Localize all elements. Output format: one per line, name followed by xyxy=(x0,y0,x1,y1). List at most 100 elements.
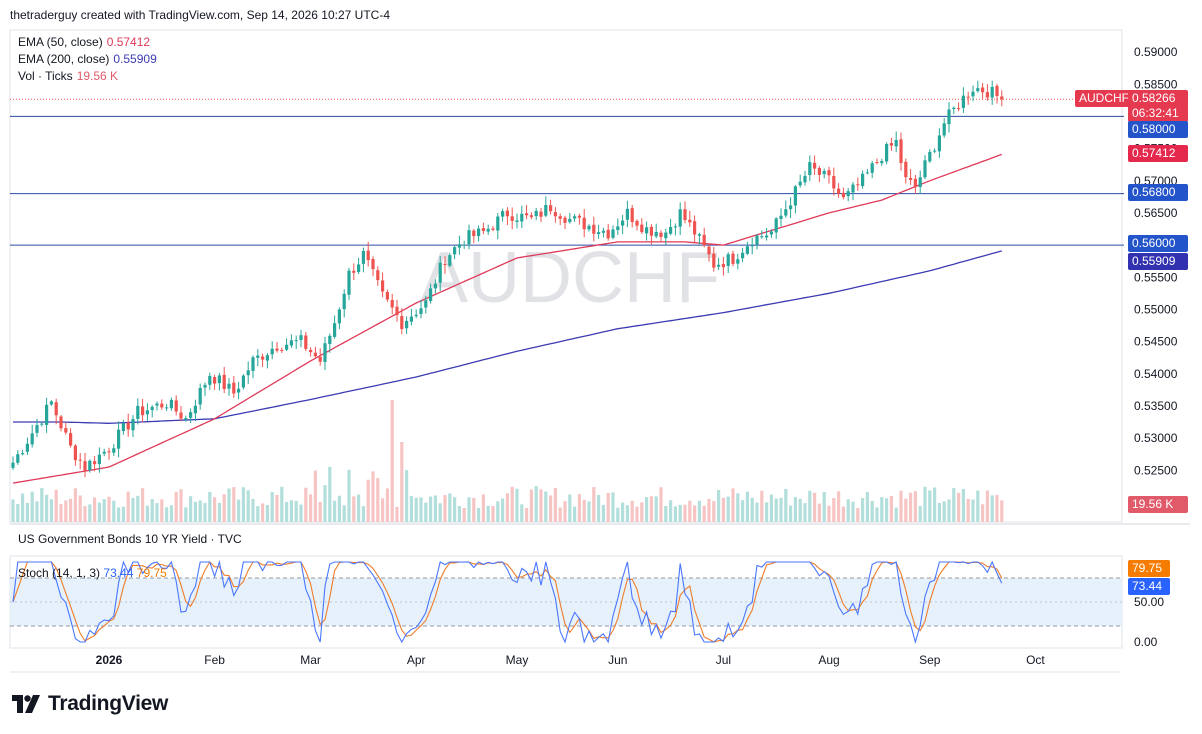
candle[interactable] xyxy=(577,213,581,225)
candle[interactable] xyxy=(472,229,476,244)
candle[interactable] xyxy=(750,237,754,255)
candle[interactable] xyxy=(789,197,793,219)
candlesticks[interactable] xyxy=(11,80,1004,478)
candle[interactable] xyxy=(856,177,860,191)
candle[interactable] xyxy=(371,256,375,277)
candle[interactable] xyxy=(688,210,692,227)
candle[interactable] xyxy=(251,355,255,379)
candle[interactable] xyxy=(241,374,245,390)
candle[interactable] xyxy=(918,170,922,195)
candle[interactable] xyxy=(904,158,908,184)
candle[interactable] xyxy=(289,334,293,348)
candle[interactable] xyxy=(525,204,529,220)
candle[interactable] xyxy=(30,424,34,448)
candle[interactable] xyxy=(990,80,994,105)
candle[interactable] xyxy=(280,347,284,353)
candle[interactable] xyxy=(625,200,629,228)
candle[interactable] xyxy=(933,148,937,154)
candle[interactable] xyxy=(813,155,817,175)
candle[interactable] xyxy=(376,266,380,286)
candle[interactable] xyxy=(957,102,961,112)
candle[interactable] xyxy=(496,213,500,240)
candle[interactable] xyxy=(803,170,807,186)
candle[interactable] xyxy=(664,228,668,245)
candle[interactable] xyxy=(203,382,207,396)
candle[interactable] xyxy=(438,255,442,292)
candle[interactable] xyxy=(45,397,49,433)
candle[interactable] xyxy=(597,224,601,239)
candle[interactable] xyxy=(328,333,332,353)
candle[interactable] xyxy=(217,372,221,391)
candle[interactable] xyxy=(717,257,721,270)
candle[interactable] xyxy=(433,279,437,294)
candle[interactable] xyxy=(246,361,250,385)
candle[interactable] xyxy=(165,404,169,411)
candle[interactable] xyxy=(558,213,562,226)
candle[interactable] xyxy=(793,184,797,214)
candle[interactable] xyxy=(606,223,610,241)
candle[interactable] xyxy=(486,224,490,235)
candle[interactable] xyxy=(592,216,596,242)
candle[interactable] xyxy=(774,217,778,239)
candle[interactable] xyxy=(587,224,591,232)
candle[interactable] xyxy=(971,85,975,102)
candle[interactable] xyxy=(841,187,845,200)
candle[interactable] xyxy=(885,142,889,165)
candle[interactable] xyxy=(827,166,831,184)
candle[interactable] xyxy=(731,250,735,267)
candle[interactable] xyxy=(861,170,865,189)
candle[interactable] xyxy=(726,252,730,274)
candle[interactable] xyxy=(189,408,193,424)
candle[interactable] xyxy=(640,218,644,234)
candle[interactable] xyxy=(342,289,346,318)
candle[interactable] xyxy=(563,215,567,230)
candle[interactable] xyxy=(107,447,111,460)
candle[interactable] xyxy=(141,398,145,423)
candle[interactable] xyxy=(779,208,783,227)
candle[interactable] xyxy=(453,245,457,260)
candle[interactable] xyxy=(285,338,289,352)
candle[interactable] xyxy=(880,158,884,166)
candle[interactable] xyxy=(966,91,970,105)
candle[interactable] xyxy=(909,169,913,185)
candle[interactable] xyxy=(40,421,44,427)
candle[interactable] xyxy=(222,366,226,394)
candle[interactable] xyxy=(198,383,202,410)
candle[interactable] xyxy=(117,421,121,458)
candle[interactable] xyxy=(414,309,418,319)
candle[interactable] xyxy=(347,267,351,300)
candle[interactable] xyxy=(702,227,706,248)
candle[interactable] xyxy=(309,347,313,357)
candle[interactable] xyxy=(669,218,673,236)
candle[interactable] xyxy=(798,174,802,188)
candle[interactable] xyxy=(875,158,879,165)
candle[interactable] xyxy=(942,118,946,138)
candle[interactable] xyxy=(947,102,951,133)
candle[interactable] xyxy=(443,256,447,274)
candle[interactable] xyxy=(515,213,519,229)
candle[interactable] xyxy=(549,199,553,215)
candle[interactable] xyxy=(659,230,663,243)
candle[interactable] xyxy=(837,183,841,198)
candle[interactable] xyxy=(534,207,538,221)
candle[interactable] xyxy=(462,240,466,249)
candle[interactable] xyxy=(721,256,725,276)
candle[interactable] xyxy=(64,422,68,435)
candle[interactable] xyxy=(894,131,898,153)
candle[interactable] xyxy=(390,293,394,315)
horizontal-levels[interactable] xyxy=(10,98,1124,246)
candle[interactable] xyxy=(304,331,308,352)
candle[interactable] xyxy=(136,398,140,425)
candle[interactable] xyxy=(808,155,812,182)
candle[interactable] xyxy=(294,335,298,350)
candle[interactable] xyxy=(357,257,361,275)
candle[interactable] xyxy=(765,227,769,241)
candle[interactable] xyxy=(995,83,999,104)
candle[interactable] xyxy=(544,196,548,218)
candle[interactable] xyxy=(121,419,125,435)
candle[interactable] xyxy=(184,415,188,422)
candle[interactable] xyxy=(529,212,533,220)
candle[interactable] xyxy=(237,381,241,400)
legend-ema200[interactable]: EMA (200, close) 0.55909 xyxy=(18,52,157,66)
